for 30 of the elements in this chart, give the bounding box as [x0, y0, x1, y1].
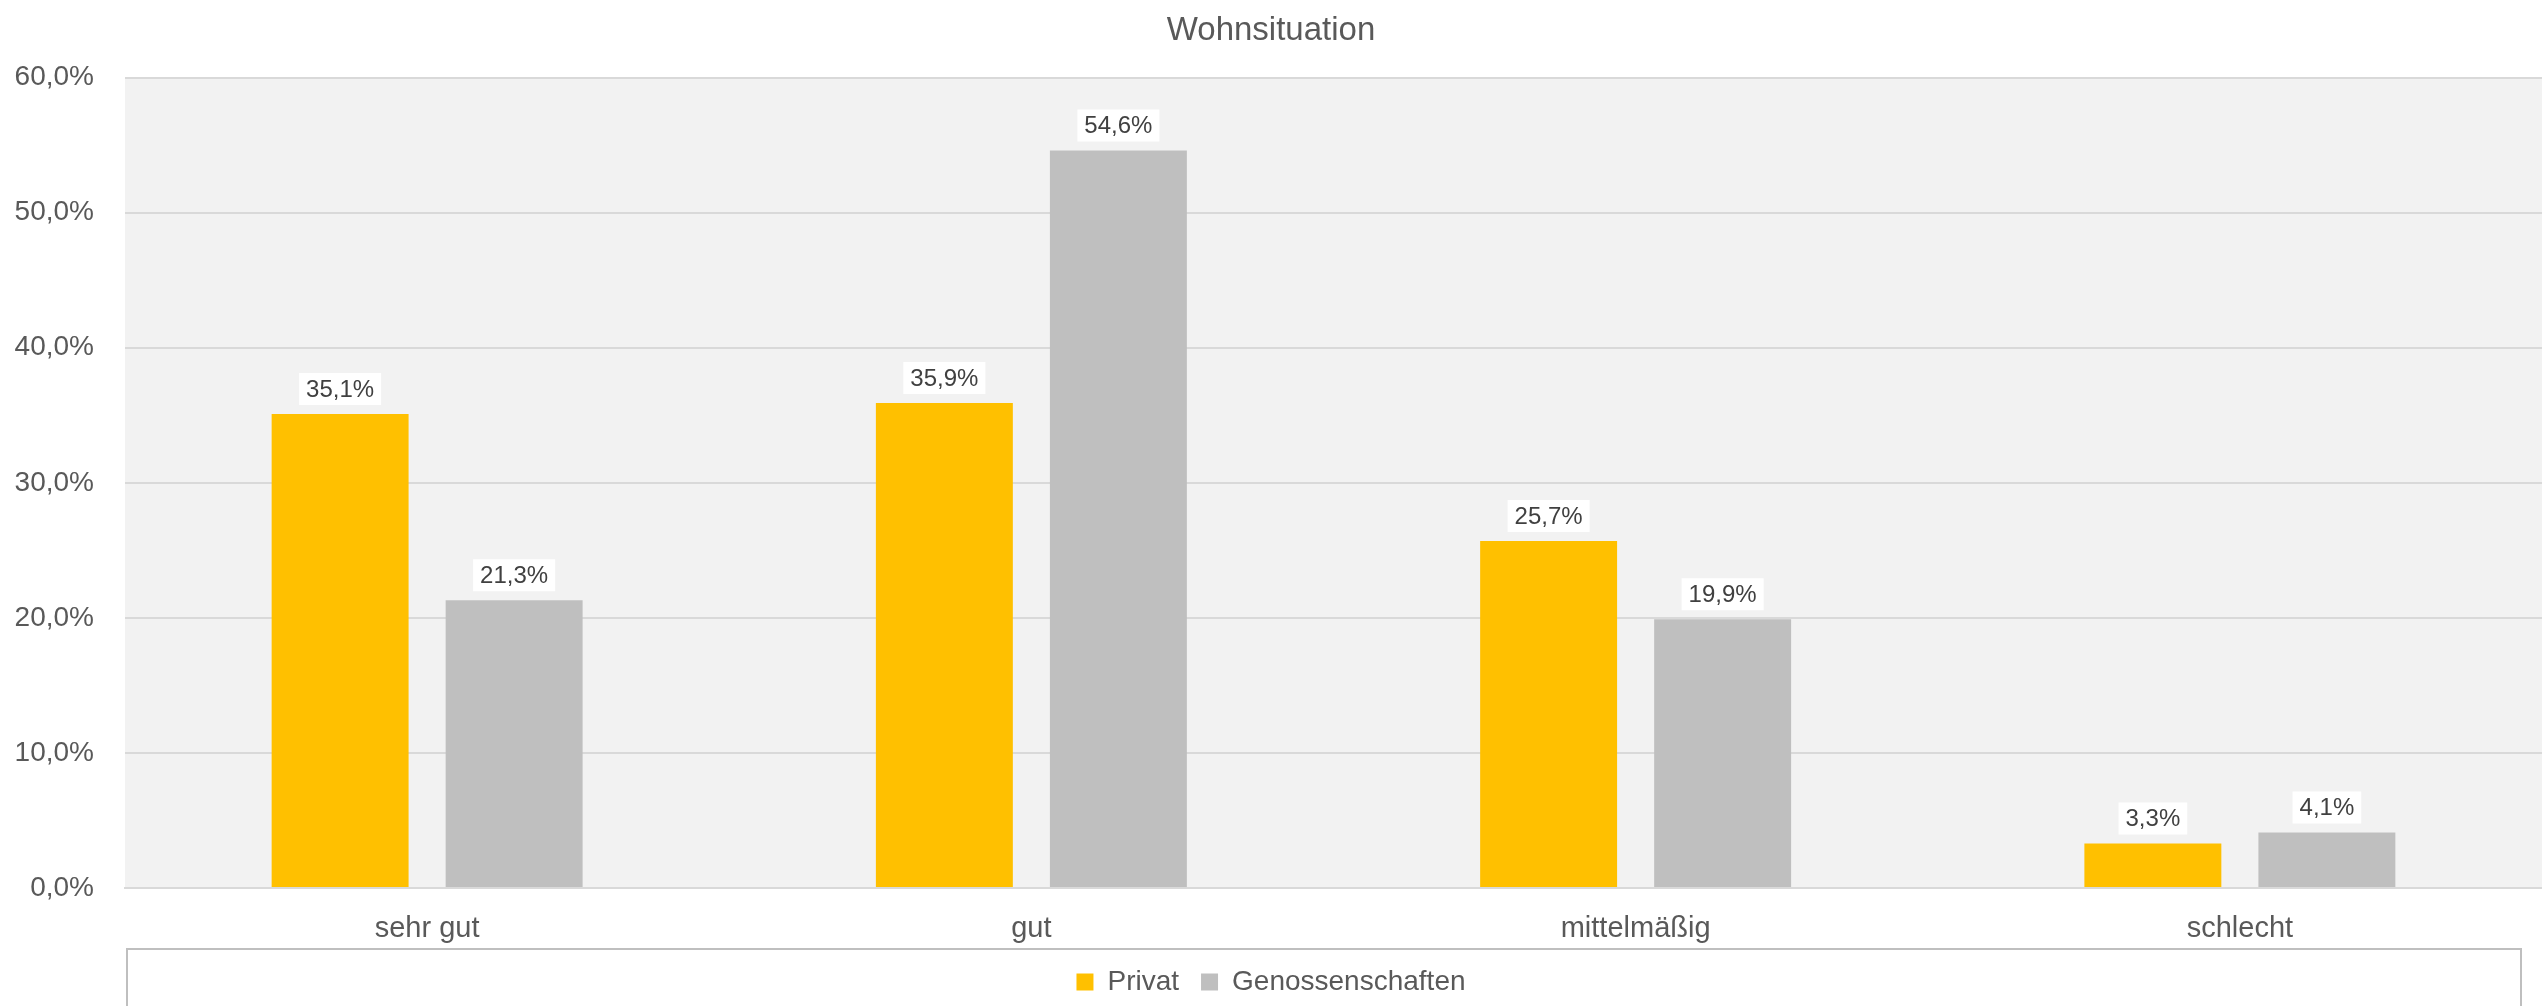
bar: [271, 413, 409, 887]
bar: [1654, 619, 1792, 887]
data-label: 54,6%: [1084, 111, 1153, 139]
bar: [875, 403, 1013, 887]
bar: [2258, 832, 2396, 887]
data-label: 19,9%: [1688, 579, 1757, 607]
y-tick-label: 0,0%: [30, 870, 94, 902]
data-label: 35,9%: [910, 363, 979, 391]
x-tick-label: mittelmäßig: [1560, 911, 1711, 944]
y-tick-label: 30,0%: [14, 465, 94, 497]
bar: [445, 600, 583, 887]
x-tick-label: sehr gut: [374, 911, 480, 944]
bar: [1480, 540, 1618, 887]
data-label: 25,7%: [1514, 501, 1583, 529]
chart-title: Wohnsituation: [1166, 9, 1376, 47]
data-label: 4,1%: [2299, 793, 2355, 821]
y-tick-label: 50,0%: [14, 195, 94, 227]
data-label: 21,3%: [480, 560, 549, 588]
bar: [1049, 150, 1187, 887]
x-tick-label: schlecht: [2186, 911, 2294, 944]
data-label: 3,3%: [2125, 804, 2181, 832]
y-tick-label: 40,0%: [14, 330, 94, 362]
y-tick-label: 60,0%: [14, 60, 94, 92]
bar: [2084, 843, 2222, 887]
y-tick-label: 20,0%: [14, 600, 94, 632]
x-tick-label: gut: [1011, 911, 1052, 944]
data-label: 35,1%: [306, 374, 375, 402]
legend-label: Genossenschaften: [1232, 964, 1466, 996]
y-tick-label: 10,0%: [14, 735, 94, 767]
legend-label: Privat: [1107, 964, 1180, 996]
